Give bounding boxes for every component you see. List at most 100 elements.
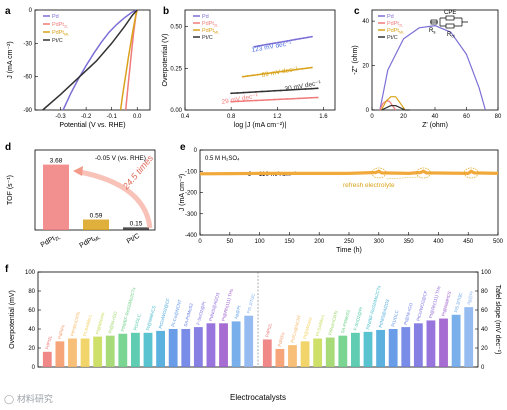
data-point xyxy=(302,37,305,39)
y-axis-label: J (mA cm⁻²) xyxy=(7,41,14,79)
panel-label-d: d xyxy=(5,142,11,153)
x-tick-label: 0.4 xyxy=(181,114,190,120)
data-point xyxy=(301,67,303,70)
y2-tick-label: 100 xyxy=(481,270,492,276)
data-point xyxy=(278,41,280,44)
data-point xyxy=(256,73,259,76)
y-tick-label: -400 xyxy=(185,233,198,239)
data-point xyxy=(273,42,276,44)
refresh-marker xyxy=(371,167,387,179)
circuit-cpe-label: CPE xyxy=(444,10,456,16)
data-point xyxy=(310,87,313,90)
series-line-Pt/C xyxy=(42,9,138,111)
y-tick-label: 0.25 xyxy=(170,66,182,72)
overpotential-bar-label: PtPd/mCNTs xyxy=(70,310,82,336)
y-tick-label: 0 xyxy=(366,108,370,114)
x-tick-label: 250 xyxy=(344,239,355,245)
data-point xyxy=(281,70,284,73)
tof-value-label: 3.68 xyxy=(50,158,63,165)
data-point xyxy=(269,42,272,45)
tafel-bar-label: Pt5.3/Ti3C xyxy=(453,292,463,313)
overpotential-bar-label: Pt-SA/Mo-L xyxy=(82,313,93,337)
tafel-bar-label: F-SnO2@Pt xyxy=(353,306,364,331)
overpotential-bar-label: PdPtFe xyxy=(57,324,66,340)
overpotential-bar-label: F-SnO2@Pt xyxy=(195,300,206,325)
data-point xyxy=(248,99,251,102)
data-point xyxy=(282,40,284,43)
data-point xyxy=(271,71,274,74)
panel-b-frame xyxy=(184,9,336,111)
overpotential-bar xyxy=(80,338,90,367)
data-point xyxy=(291,69,294,72)
overpotential-bar xyxy=(143,332,153,367)
data-point xyxy=(261,99,263,102)
x-tick-label: 0 xyxy=(370,114,374,120)
y-tick-label: -200 xyxy=(185,191,198,197)
tafel-bar xyxy=(363,331,373,367)
data-point xyxy=(310,96,313,99)
tafel-annotation: 123 mV dec⁻¹ xyxy=(251,40,293,54)
data-point xyxy=(286,40,289,42)
overpotential-bar xyxy=(105,335,115,367)
tof-bar xyxy=(83,219,109,230)
overpotential-bar-label: Pt@MXene xyxy=(95,311,106,335)
watermark-text: ◯ 材料研究 xyxy=(4,395,53,405)
overpotential-bar xyxy=(193,327,203,367)
y-tick-label: 60 xyxy=(28,308,35,314)
data-point xyxy=(285,98,288,100)
data-point xyxy=(253,45,256,48)
y-tick-label: 0 xyxy=(194,148,198,154)
tafel-bar xyxy=(376,329,385,367)
nyquist-PdPtML xyxy=(380,96,406,111)
tafel-annotation: 30 mV dec⁻¹ xyxy=(284,80,322,93)
tafel-bar xyxy=(464,307,474,367)
tafel-bar xyxy=(288,345,297,367)
tafel-bar-label: Pt@NiMHCS xyxy=(441,291,452,317)
data-point xyxy=(266,72,269,75)
y2-tick-label: 80 xyxy=(481,289,488,295)
y2-axis-label: Tafel slope (mV dec⁻¹) xyxy=(494,285,501,355)
legend-entry: PdPtML xyxy=(202,28,220,35)
y-tick-label: 40 xyxy=(362,19,369,25)
panel-label-b: b xyxy=(163,6,169,17)
refresh-label: refresh electrolyte xyxy=(343,182,395,189)
tafel-annotation: 29 mV dec⁻¹ xyxy=(221,93,259,106)
tafel-bar-label: Pt1/OLC xyxy=(390,310,399,328)
overpotential-bar-label: Ag@Pt xyxy=(233,304,242,320)
overpotential-bar xyxy=(219,323,228,367)
y-tick-label: 0 xyxy=(32,365,36,371)
overpotential-bar xyxy=(206,323,216,367)
circuit-rs xyxy=(430,19,438,25)
data-point xyxy=(230,100,233,103)
tafel-bar-label: Pt@MXene xyxy=(302,316,313,340)
panel-a-frame xyxy=(34,9,151,111)
x-tick-label: 350 xyxy=(404,239,415,245)
x-axis-label: Potential (V vs. RHE) xyxy=(59,122,125,129)
data-point xyxy=(254,99,257,102)
data-point xyxy=(261,73,264,75)
tafel-bar-label: PdPt2L xyxy=(264,322,273,338)
data-point xyxy=(292,97,294,100)
overpotential-bar-label: Pt@Ni-rGO xyxy=(107,310,118,334)
x-tick-label: 200 xyxy=(314,239,325,245)
legend-entry: Pt/C xyxy=(52,38,63,44)
legend-entry: Pd xyxy=(52,14,59,20)
x-tick-label: -0.1 xyxy=(106,114,117,120)
data-point xyxy=(257,45,260,47)
legend-entry: PdPt2L xyxy=(387,21,404,28)
data-point xyxy=(306,67,308,70)
electrolyte-label: 0.5 M H₂SO₄ xyxy=(205,156,240,162)
tof-value-label: 0.15 xyxy=(130,220,143,227)
tof-bar xyxy=(123,227,149,230)
circuit-rct-label: Rct xyxy=(447,32,455,39)
x-tick-label: -0.2 xyxy=(81,114,92,120)
x-axis-label: log |J (mA cm⁻²)| xyxy=(234,122,287,129)
tafel-bar xyxy=(313,338,323,367)
tof-category-label: PdPt2L xyxy=(40,233,62,251)
legend-entry: Pt/C xyxy=(387,35,398,41)
tafel-bar xyxy=(262,339,272,367)
legend-entry: Pt/C xyxy=(202,35,213,41)
overpotential-bar-label: Pt@Rh(111) THs xyxy=(221,288,235,322)
y-tick-label: 20 xyxy=(28,346,35,352)
overpotential-bar-label: Pt1/OLC xyxy=(133,313,142,331)
